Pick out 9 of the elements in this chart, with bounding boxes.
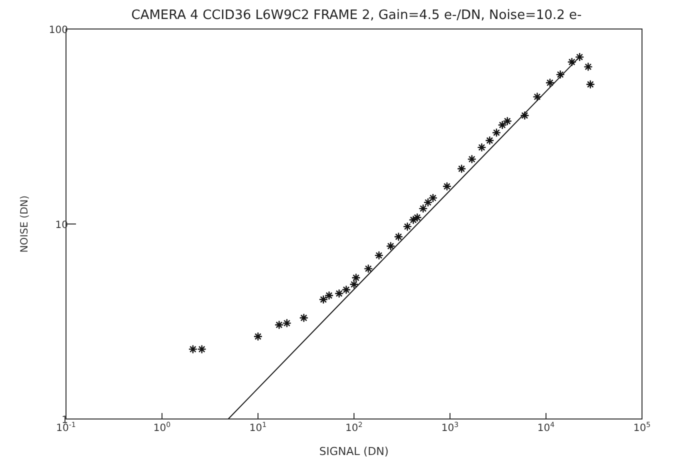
y-axis-title: NOISE (DN)	[20, 195, 31, 253]
x-axis-title: SIGNAL (DN)	[319, 445, 389, 458]
chart-title: CAMERA 4 CCID36 L6W9C2 FRAME 2, Gain=4.5 e-/DN, Noise=10.2 e-	[130, 8, 583, 23]
x-tick-label: 10$^{3}$	[441, 421, 459, 434]
x-tick-label: 10$^{5}$	[633, 421, 651, 434]
x-tick-label: 10$^{1}$	[249, 421, 267, 434]
x-tick-label: 10$^{2}$	[345, 421, 363, 434]
x-tick-label: 10$^{4}$	[537, 421, 556, 434]
x-tick-label: 10$^{0}$	[153, 421, 171, 434]
